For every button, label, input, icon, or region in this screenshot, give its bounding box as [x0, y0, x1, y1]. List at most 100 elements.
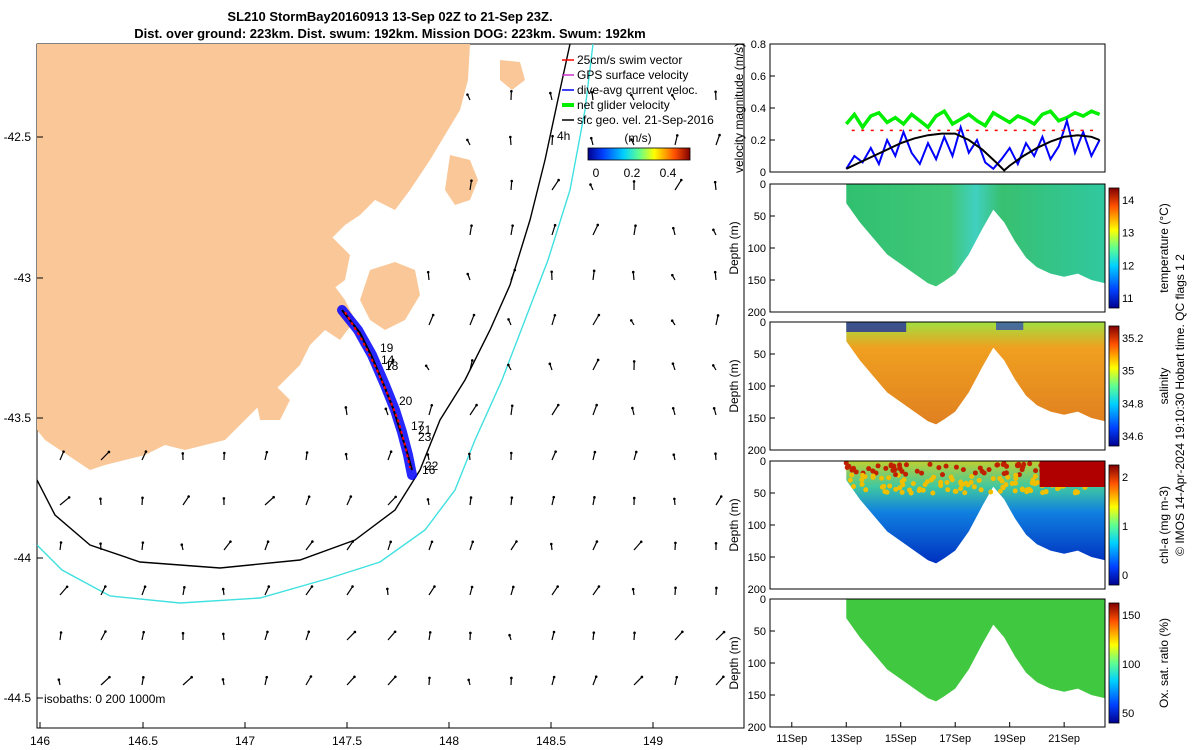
depth-tick: 100	[748, 658, 766, 670]
map-x-tick-label: 149	[643, 734, 663, 748]
map-colorbar-ticks: 0 0.2 0.4	[593, 166, 677, 180]
glider-track	[337, 305, 417, 480]
section-panel: 0 50 100 150 200 Depth (m) 11 12 13 14 temperature…	[727, 179, 1171, 319]
map-y-ticks: -42.5 -43 -43.5 -44 -44.5	[4, 130, 43, 705]
depth-label: Depth (m)	[727, 359, 741, 412]
velocity-y-tick: 0.8	[751, 39, 766, 51]
velocity-ylabel: velocity magnitude (m/s)	[732, 43, 746, 173]
island-peninsula	[295, 230, 350, 295]
time-x-ticks: 11Sep 13Sep 15Sep 17Sep 19Sep 21Sep	[776, 722, 1080, 745]
velocity-y-tick: 0.2	[751, 135, 766, 147]
depth-tick: 0	[760, 594, 766, 606]
track-label: 19	[380, 341, 394, 355]
section-variable-label: temperature (°C)	[1157, 203, 1171, 293]
legend-entry: dive-avg current veloc.	[577, 83, 698, 97]
section-colorbar	[1108, 187, 1120, 309]
map-y-tick-label: -42.5	[4, 130, 32, 144]
depth-label: Depth (m)	[727, 221, 741, 274]
depth-tick: 0	[760, 456, 766, 468]
map-x-tick-label: 147	[235, 734, 255, 748]
colorbar-tick: 35.2	[1122, 333, 1143, 345]
depth-tick: 150	[748, 413, 766, 425]
map-colorbar-tick: 0.4	[660, 166, 677, 180]
velocity-y-tick: 0.4	[751, 103, 766, 115]
map-x-tick-label: 147.5	[332, 734, 362, 748]
colorbar-tick: 13	[1122, 228, 1134, 240]
time-tick-label: 21Sep	[1048, 733, 1080, 745]
depth-tick: 0	[760, 317, 766, 329]
depth-tick: 50	[754, 488, 766, 500]
island-north	[500, 60, 525, 90]
section-fill	[846, 322, 1105, 425]
depth-tick: 200	[748, 445, 766, 457]
surface-velocity-arrows	[57, 89, 726, 686]
velocity-line	[844, 108, 1101, 131]
section-colorbar	[1108, 602, 1120, 724]
colorbar-tick: 12	[1122, 260, 1134, 272]
track-label: 22	[425, 459, 439, 473]
isobath-1000m	[37, 44, 594, 604]
track-label: 17	[411, 419, 425, 433]
track-label: 18	[385, 359, 399, 373]
land-mass	[37, 44, 470, 470]
legend-entry: net glider velocity	[577, 98, 670, 112]
colorbar-unit: (m/s)	[624, 131, 651, 145]
colorbar-tick: 2	[1122, 472, 1128, 484]
credit-text: © IMOS 14-Apr-2024 19:10:30 Hobart time.…	[1173, 254, 1187, 556]
track-label: 23	[418, 430, 432, 444]
depth-tick: 100	[748, 520, 766, 532]
depth-tick: 200	[748, 307, 766, 319]
map-y-tick-label: -44	[14, 551, 32, 565]
colorbar-tick: 0	[1122, 570, 1128, 582]
colorbar-tick: 35	[1122, 366, 1134, 378]
legend-entry: sfc geo. vel. 21-Sep-2016	[577, 113, 714, 127]
map-y-tick-label: -44.5	[4, 691, 32, 705]
velocity-series	[844, 108, 1101, 172]
legend-entry: 25cm/s swim vector	[577, 53, 682, 67]
legend-entry: GPS surface velocity	[577, 68, 688, 82]
map-x-tick-label: 148	[439, 734, 459, 748]
map-y-tick-label: -43.5	[4, 411, 32, 425]
section-variable-label: chl-a (mg m-3)	[1157, 486, 1171, 564]
velocity-y-ticks: 0 0.2 0.4 0.6 0.8	[751, 39, 775, 179]
section-colorbar	[1108, 325, 1120, 447]
island-maria	[445, 155, 478, 205]
depth-tick: 150	[748, 552, 766, 564]
depth-tick: 50	[754, 349, 766, 361]
time-tick-label: 19Sep	[994, 733, 1026, 745]
island-tasman	[360, 262, 420, 330]
depth-tick: 150	[748, 690, 766, 702]
section-panel: 0 50 100 150 200 Depth (m) 50 100 150 Ox. sat. ra…	[727, 594, 1171, 734]
colorbar-tick: 34.8	[1122, 398, 1143, 410]
isobath-200m	[37, 44, 571, 569]
colorbar-tick: 150	[1122, 610, 1140, 622]
map-y-tick-label: -43	[14, 271, 32, 285]
track-label: 14	[381, 353, 395, 367]
velocity-panel: 0 0.2 0.4 0.6 0.8 velocity magnitude (m/s)	[732, 39, 1106, 179]
colorbar-tick: 50	[1122, 708, 1134, 720]
depth-tick: 50	[754, 626, 766, 638]
colorbar-tick: 100	[1122, 659, 1140, 671]
section-fill	[846, 184, 1105, 287]
depth-tick: 200	[748, 584, 766, 596]
depth-tick: 100	[748, 243, 766, 255]
time-tick-label: 11Sep	[776, 733, 807, 745]
depth-tick: 100	[748, 381, 766, 393]
velocity-line	[845, 132, 1100, 172]
time-tick-label: 13Sep	[830, 733, 862, 745]
colorbar-tick: 14	[1122, 195, 1134, 207]
track-label: 20	[399, 394, 413, 408]
depth-tick: 0	[760, 179, 766, 191]
map-colorbar-tick: 0	[593, 166, 600, 180]
depth-tick: 50	[754, 211, 766, 223]
isobath-legend: isobaths: 0 200 1000m	[44, 692, 165, 706]
section-colorbar	[1108, 464, 1120, 586]
velocity-y-tick: 0.6	[751, 71, 766, 83]
map-colorbar-tick: 0.2	[624, 166, 641, 180]
section-panel: 0 50 100 150 200 Depth (m) 0 1 2 chl-a (mg m-3)	[727, 456, 1171, 596]
